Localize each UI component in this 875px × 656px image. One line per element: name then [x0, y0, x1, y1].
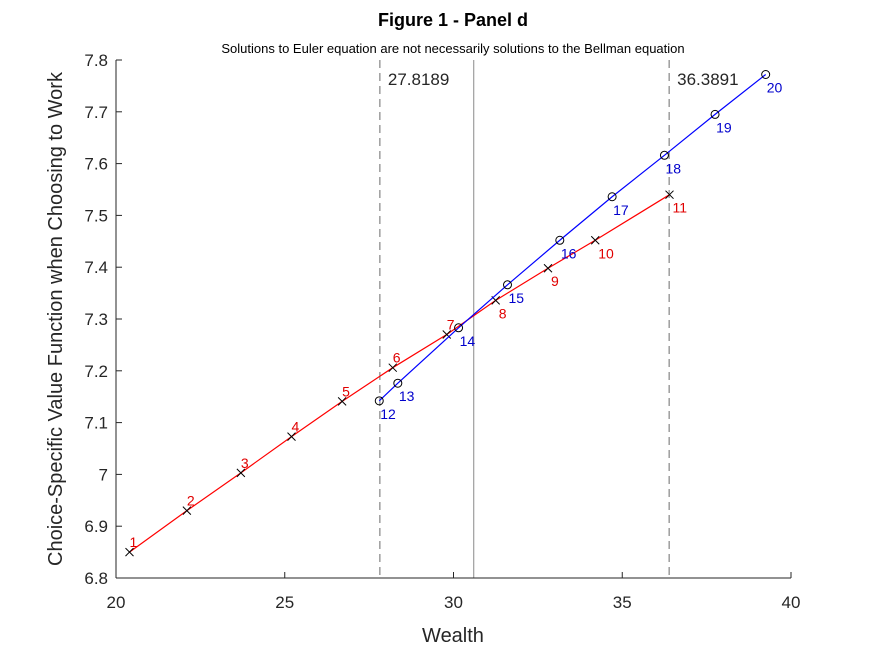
data-point [393, 378, 403, 388]
data-point [665, 190, 674, 200]
point-label: 7 [447, 317, 455, 333]
y-tick-label: 7.5 [84, 206, 108, 225]
point-label: 16 [561, 245, 577, 261]
y-tick-label: 7.6 [84, 155, 108, 174]
chart-subtitle: Solutions to Euler equation are not nece… [221, 41, 684, 56]
x-tick-label: 20 [107, 593, 126, 612]
y-tick-label: 7.7 [84, 103, 108, 122]
x-tick-label: 35 [613, 593, 632, 612]
point-label: 11 [673, 200, 688, 216]
point-label: 19 [716, 119, 732, 135]
data-point [659, 150, 669, 160]
data-point [710, 109, 720, 119]
vline-label: 36.3891 [677, 70, 738, 89]
data-point [454, 323, 464, 333]
vertical-lines: 27.8189 36.3891 [379, 60, 739, 578]
data-point [337, 397, 347, 406]
point-label: 4 [292, 419, 300, 435]
data-point [761, 70, 771, 80]
data-point [236, 468, 246, 478]
x-tick-label: 40 [782, 593, 801, 612]
data-point [442, 330, 452, 339]
x-tick-label: 25 [275, 593, 294, 612]
point-label: 17 [613, 202, 629, 218]
point-label: 18 [665, 160, 681, 176]
point-label: 15 [509, 290, 525, 306]
data-point [555, 235, 565, 245]
data-point [503, 280, 512, 290]
series-line-2 [378, 74, 767, 402]
y-tick-label: 7.4 [84, 258, 108, 277]
point-label: 5 [342, 383, 350, 399]
y-tick-label: 7 [99, 465, 108, 484]
data-point [543, 263, 553, 273]
y-tick-label: 6.8 [84, 569, 108, 588]
y-tick-label: 7.1 [84, 414, 108, 433]
data-point [287, 432, 296, 441]
data-point [182, 506, 192, 516]
point-label: 14 [460, 333, 476, 349]
chart-title: Figure 1 - Panel d [378, 10, 528, 30]
y-tick-label: 7.2 [84, 362, 108, 381]
vline-label: 27.8189 [388, 70, 449, 89]
y-axis-label: Choice-Specific Value Function when Choo… [45, 71, 67, 566]
point-label: 6 [393, 350, 401, 366]
point-label: 9 [551, 273, 559, 289]
point-label: 20 [767, 80, 783, 96]
y-tick-label: 6.9 [84, 517, 108, 536]
data-point [125, 547, 134, 557]
y-tick-label: 7.3 [84, 310, 108, 329]
point-label: 12 [380, 406, 396, 422]
plot-area [116, 60, 791, 578]
x-axis-label: Wealth [422, 625, 484, 647]
point-label: 1 [130, 534, 138, 550]
x-tick-label: 30 [444, 593, 463, 612]
y-tick-label: 7.8 [84, 51, 108, 70]
point-label: 3 [241, 455, 249, 471]
data-point [388, 363, 398, 373]
point-label: 8 [499, 305, 507, 321]
point-label: 10 [598, 245, 614, 261]
point-label: 13 [399, 388, 415, 404]
data-point [590, 235, 600, 245]
point-label: 2 [187, 493, 195, 509]
data-point [607, 192, 617, 202]
data-point [374, 396, 384, 406]
ticks: 20 25 30 35 406.86.977.17.27.37.47.57.67.77.… [84, 51, 800, 612]
